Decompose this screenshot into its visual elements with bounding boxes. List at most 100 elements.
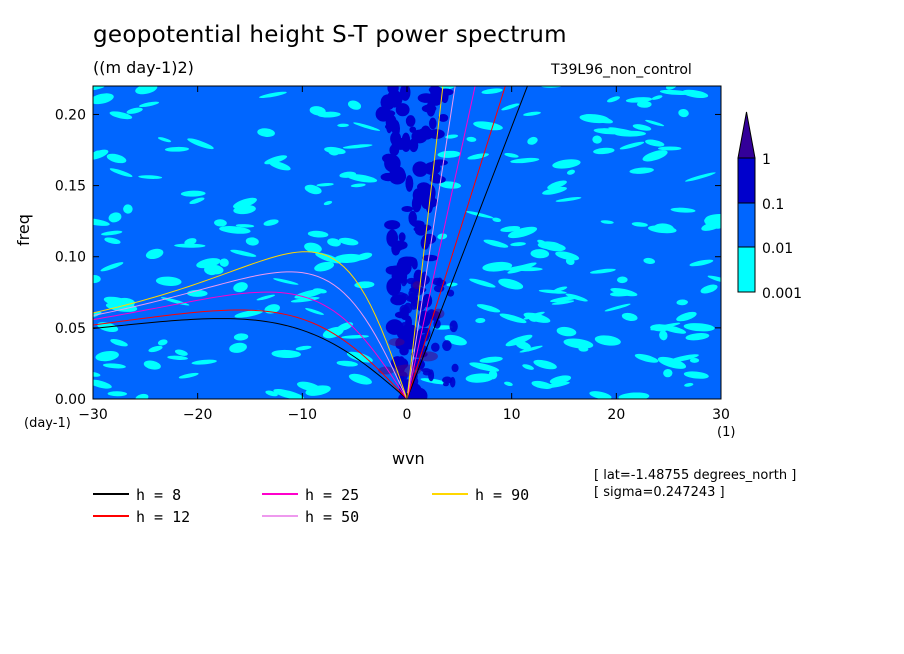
low-power-patch [629, 167, 654, 174]
low-power-patch [657, 146, 682, 151]
low-power-patch [219, 226, 251, 234]
spectrum-field [93, 86, 721, 399]
low-power-patch [685, 172, 716, 182]
colorbar-label: 1 [762, 152, 771, 168]
low-power-patch [322, 326, 344, 339]
low-power-patch [189, 197, 205, 205]
low-power-patch [650, 324, 671, 332]
low-power-patch [593, 147, 615, 155]
low-power-patch [304, 242, 322, 253]
mid-power-patch [422, 300, 427, 307]
mid-power-patch [391, 280, 400, 295]
low-power-patch [437, 150, 461, 158]
low-power-patch [631, 222, 648, 227]
low-power-patch [685, 332, 710, 341]
low-power-patch [465, 373, 494, 383]
low-power-patch [346, 351, 373, 363]
low-power-patch [108, 212, 122, 223]
low-power-patch [683, 323, 715, 332]
low-power-patch [233, 282, 248, 293]
kelvin-curve-h8 [406, 86, 528, 399]
mid-power-patch [421, 104, 437, 113]
mid-power-patch [438, 113, 449, 122]
low-power-patch [257, 128, 275, 137]
low-power-patch [483, 239, 509, 248]
low-power-patch [537, 241, 562, 250]
x-tick-label: 0 [403, 407, 412, 423]
low-power-patch [522, 364, 534, 370]
mid-power-patch [403, 277, 408, 285]
x-tick-label: −20 [183, 407, 213, 423]
colorbar-segment [737, 157, 756, 204]
low-power-patch [184, 238, 197, 246]
low-power-patch [642, 150, 668, 162]
x-tick-label: −10 [288, 407, 318, 423]
low-power-patch [263, 219, 279, 226]
low-power-patch [347, 100, 362, 110]
low-power-patch [420, 378, 449, 385]
colorbar-segment [737, 202, 756, 248]
low-power-patch [608, 127, 639, 135]
low-power-patch [109, 168, 133, 177]
low-power-patch [315, 252, 342, 264]
mid-power-patch [398, 232, 406, 242]
low-power-patch [157, 137, 172, 143]
mid-power-patch [386, 229, 399, 247]
mid-power-patch [405, 115, 416, 127]
mid-power-patch [420, 368, 431, 373]
x-axis-unit: (1) [717, 425, 736, 440]
low-power-patch [481, 88, 503, 94]
low-power-patch [592, 135, 602, 144]
legend-label-h90: h = 90 [475, 486, 529, 504]
low-power-patch [645, 119, 665, 127]
low-power-patch [347, 174, 378, 183]
legend-label-h12: h = 12 [136, 508, 190, 526]
low-power-patch [143, 360, 161, 370]
low-power-patch [445, 134, 459, 139]
low-power-patch [174, 349, 188, 356]
low-power-patch [531, 380, 553, 389]
low-power-patch [327, 238, 341, 247]
low-power-patch [610, 291, 633, 297]
low-power-patch [219, 258, 229, 267]
low-power-patch [339, 171, 357, 178]
legend: h = 8 h = 12 h = 25 h = 50 h = 90 [93, 486, 529, 526]
low-power-patch [676, 299, 689, 306]
low-power-patch [645, 139, 665, 147]
low-power-patch [110, 339, 128, 347]
low-power-patch [700, 284, 718, 294]
low-power-patch [515, 340, 531, 350]
y-axis-unit: (day-1) [24, 416, 71, 431]
low-power-patch [350, 183, 366, 188]
low-power-patch [533, 359, 557, 370]
mid-power-patch [449, 376, 456, 388]
low-power-patch [707, 275, 721, 284]
mid-power-patch [380, 94, 396, 111]
low-power-patch [101, 230, 123, 236]
low-power-patch [466, 136, 477, 142]
low-power-patch [500, 226, 521, 232]
low-power-patch [600, 220, 614, 224]
low-power-patch [683, 371, 709, 379]
low-power-patch [93, 218, 110, 226]
mid-power-patch [437, 88, 454, 96]
low-power-patch [549, 296, 579, 303]
kelvin-curve-h90 [406, 86, 444, 399]
chart-units: ((m day-1)2) [93, 58, 194, 77]
low-power-patch [482, 261, 513, 272]
low-power-patch [93, 86, 105, 91]
low-power-patch [314, 261, 335, 272]
low-power-patch [510, 157, 540, 164]
low-power-patch [273, 278, 299, 285]
low-power-patch [438, 181, 462, 189]
mid-power-patch [390, 265, 402, 273]
low-power-patch [271, 349, 302, 359]
low-power-patch [519, 345, 543, 353]
low-power-patch [632, 124, 652, 131]
low-power-patch [659, 330, 668, 341]
high-power-patch [417, 351, 438, 362]
mid-power-patch [392, 294, 398, 299]
low-power-patch [643, 257, 656, 265]
low-power-patch [174, 243, 206, 248]
